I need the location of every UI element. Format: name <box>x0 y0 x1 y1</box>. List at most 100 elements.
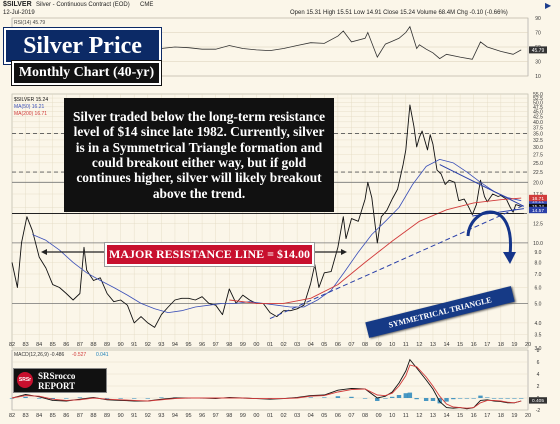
x-tick-label: 06 <box>335 342 341 348</box>
rsi-tick-label: 30 <box>535 60 541 66</box>
x-tick-label: 08 <box>362 342 368 348</box>
price-legend-item: MA(50) 16.21 <box>14 104 45 110</box>
price-tick-label: 8.0 <box>535 260 542 266</box>
rsi-value-label: 45.79 <box>532 48 545 54</box>
x-tick-label: 95 <box>185 342 191 348</box>
annotation-note-text: Silver traded below the long-term resist… <box>72 108 326 201</box>
macd-histogram-bar <box>64 398 69 399</box>
header-ticker: $SILVER <box>3 1 32 8</box>
price-tick-label: 3.5 <box>535 333 542 339</box>
price-flag-label: 16.71 <box>532 196 544 202</box>
resistance-label-text: MAJOR RESISTANCE LINE = $14.00 <box>109 247 310 261</box>
macd-value-flag <box>529 397 547 404</box>
x-tick-label-bottom: 83 <box>23 413 29 419</box>
x-tick-label-bottom: 19 <box>511 413 517 419</box>
x-tick-label: 11 <box>403 342 409 348</box>
macd-histogram-bar <box>349 396 354 398</box>
srsrocco-logo: SRSr SRSrocco REPORT <box>13 368 107 393</box>
breakout-arrow <box>466 210 512 256</box>
x-tick-label-bottom: 93 <box>158 413 164 419</box>
price-tick-label: 20.0 <box>533 180 543 186</box>
price-flag-label: 16.21 <box>532 198 544 204</box>
x-tick-label-bottom: 04 <box>308 413 314 419</box>
price-tick-label: 27.5 <box>533 153 543 159</box>
price-tick-label: 4.0 <box>535 321 542 327</box>
price-tick-label: 40.0 <box>533 120 543 126</box>
x-tick-label: 87 <box>77 342 83 348</box>
x-tick-label-bottom: 87 <box>77 413 83 419</box>
x-tick-label-bottom: 88 <box>90 413 96 419</box>
price-tick-label: 22.5 <box>533 170 543 176</box>
x-tick-label: 14 <box>443 342 449 348</box>
logo-line1: SRSrocco <box>38 371 76 381</box>
x-tick-label-bottom: 10 <box>389 413 395 419</box>
x-tick-label-bottom: 05 <box>321 413 327 419</box>
price-tick-label: 47.5 <box>533 105 543 111</box>
macd-histogram-bar <box>118 398 123 399</box>
macd-histogram-bar <box>36 398 42 399</box>
logo-badge-icon: SRSr <box>17 372 33 388</box>
macd-legend-item: 0.041 <box>96 352 109 358</box>
price-tick-label: 25.0 <box>533 161 543 167</box>
x-tick-label-bottom: 96 <box>199 413 205 419</box>
x-tick-label-bottom: 06 <box>335 413 341 419</box>
price-tick-label: 42.5 <box>533 115 543 121</box>
trendline-long-term-trend <box>269 204 525 320</box>
macd-histogram-bar <box>77 397 83 398</box>
series-ma-200- <box>229 197 522 304</box>
x-tick-label-bottom: 99 <box>240 413 246 419</box>
macd-histogram-bar <box>437 398 442 404</box>
macd-line <box>11 358 522 410</box>
macd-tick-label: 4 <box>537 372 540 378</box>
x-tick-label: 13 <box>430 342 436 348</box>
macd-histogram-bar <box>451 398 456 400</box>
subtitle-banner: Monthly Chart (40-yr) <box>12 61 161 85</box>
resistance-arrowhead-left <box>41 249 47 255</box>
x-tick-label: 15 <box>457 342 463 348</box>
price-flag <box>529 194 547 202</box>
x-tick-label: 85 <box>50 342 56 348</box>
x-tick-label-bottom: 14 <box>443 413 449 419</box>
x-tick-label: 88 <box>90 342 96 348</box>
macd-histogram-bar <box>383 398 388 399</box>
price-tick-label: 32.5 <box>533 138 543 144</box>
x-tick-label-bottom: 20 <box>525 413 531 419</box>
price-tick-label: 35.0 <box>533 131 543 137</box>
x-tick-label: 89 <box>104 342 110 348</box>
price-tick-label: 6.0 <box>535 285 542 291</box>
x-tick-label-bottom: 03 <box>294 413 300 419</box>
macd-histogram-bar <box>403 393 408 398</box>
x-tick-label: 02 <box>281 342 287 348</box>
x-tick-label: 96 <box>199 342 205 348</box>
x-tick-label: 16 <box>471 342 477 348</box>
price-tick-label: 45.0 <box>533 110 543 116</box>
macd-histogram-bar <box>308 397 313 398</box>
macd-histogram-bar <box>50 398 55 400</box>
price-tick-label: 55.0 <box>533 92 543 98</box>
x-tick-label: 05 <box>321 342 327 348</box>
macd-histogram-bar <box>23 396 28 398</box>
resistance-label: MAJOR RESISTANCE LINE = $14.00 <box>105 243 314 266</box>
x-tick-label: 12 <box>416 342 422 348</box>
x-tick-label-bottom: 01 <box>267 413 273 419</box>
x-tick-label-bottom: 15 <box>457 413 463 419</box>
header-description: Silver - Continuous Contract (EOD) <box>36 2 130 8</box>
price-tick-label: 7.0 <box>535 272 542 278</box>
price-legend-item: MA(200) 16.71 <box>14 111 47 117</box>
title-banner: Silver Price <box>4 28 161 64</box>
x-tick-label: 01 <box>267 342 273 348</box>
x-tick-label: 93 <box>158 342 164 348</box>
price-tick-label: 30.0 <box>533 145 543 151</box>
page-title: Silver Price <box>23 32 142 59</box>
macd-histogram-bar <box>407 392 413 398</box>
macd-histogram-bar <box>498 398 504 399</box>
macd-histogram-bar <box>390 396 395 398</box>
x-tick-label-bottom: 13 <box>430 413 436 419</box>
x-tick-label: 20 <box>525 342 531 348</box>
macd-histogram-bar <box>491 398 497 399</box>
page-subtitle: Monthly Chart (40-yr) <box>18 65 155 80</box>
x-tick-label: 09 <box>376 342 382 348</box>
macd-legend-item: MACD(12,26,9) -0.486 <box>14 352 65 358</box>
macd-histogram-bar <box>471 398 476 399</box>
